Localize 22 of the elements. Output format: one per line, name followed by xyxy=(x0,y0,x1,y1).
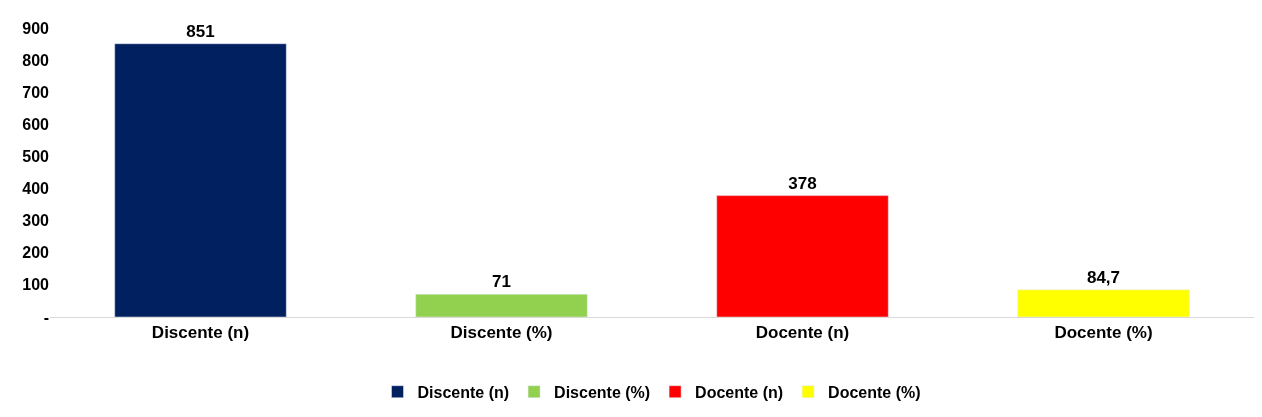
legend-label: Docente (%) xyxy=(828,383,921,401)
y-tick-label: 600 xyxy=(22,115,50,133)
y-tick-label: 700 xyxy=(22,83,50,101)
y-tick-label: 100 xyxy=(22,276,50,294)
y-tick-label: 200 xyxy=(22,244,50,262)
legend-label: Discente (%) xyxy=(554,383,651,401)
x-tick-label: Discente (%) xyxy=(450,323,553,343)
x-tick-label: Discente (n) xyxy=(151,323,250,343)
legend-label: Docente (n) xyxy=(695,383,784,401)
text: 851 xyxy=(186,21,215,41)
x-tick-label: Docente (%) xyxy=(1054,323,1153,343)
y-tick-label: 800 xyxy=(22,51,50,69)
y-tick-label: 500 xyxy=(22,148,50,166)
text: 84,7 xyxy=(1086,267,1121,287)
legend-label: Discente (n) xyxy=(417,383,510,401)
x-tick-label: Docente (n) xyxy=(755,323,850,343)
text: 378 xyxy=(788,173,817,193)
y-tick-label: 400 xyxy=(22,180,50,198)
y-tick-label: 900 xyxy=(22,19,50,37)
y-tick-label: 300 xyxy=(22,212,50,230)
text: 71 xyxy=(492,272,511,292)
y-tick-label: - xyxy=(43,308,49,326)
